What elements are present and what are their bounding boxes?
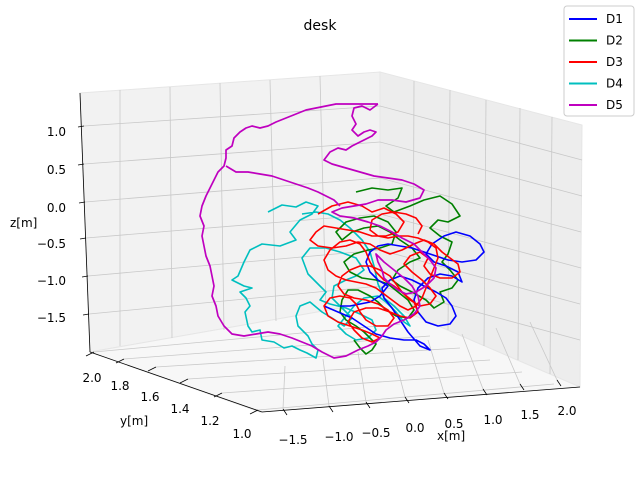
- y-tick-label: 1.6: [140, 390, 159, 404]
- z-grid-line: [83, 141, 381, 165]
- wall-grid-line: [483, 99, 487, 347]
- y-grid-line: [187, 359, 491, 380]
- z-tick-label: 0.5: [47, 163, 66, 177]
- x-grid-line: [357, 351, 367, 403]
- wall-grid-line: [549, 116, 553, 375]
- x-tick-mark: [282, 408, 288, 416]
- z-grid-line: [87, 249, 381, 277]
- legend-label: D3: [606, 55, 623, 69]
- z-grid-line: [84, 177, 381, 203]
- x-grid-line: [391, 346, 406, 398]
- legend-label: D1: [606, 12, 623, 26]
- z-grid-line: [83, 105, 381, 127]
- x-axis-line: [261, 386, 581, 413]
- z-tick-mark: [82, 313, 90, 316]
- chart-title: desk: [304, 18, 338, 34]
- z-tick-mark: [77, 163, 85, 166]
- wall-grid-line: [517, 107, 521, 361]
- z-tick-mark: [79, 237, 87, 240]
- y-grid-line: [257, 383, 555, 411]
- x-tick-mark: [443, 392, 449, 400]
- z-tick-mark: [81, 275, 89, 278]
- legend-box: [563, 5, 635, 117]
- x-tick-mark: [328, 405, 334, 413]
- y-tick-label: 1.4: [170, 402, 189, 416]
- wall-grid-line: [169, 86, 173, 339]
- x-tick-label: 0.0: [405, 421, 424, 435]
- z-tick-mark: [78, 201, 86, 204]
- x-tick-mark: [404, 396, 410, 404]
- x-tick-mark: [556, 379, 562, 387]
- y-tick-label: 1.0: [232, 427, 251, 441]
- trajectory-layer: [199, 103, 485, 359]
- y-tick-mark: [85, 351, 95, 357]
- wall-grid-line: [269, 79, 277, 322]
- legend-label: D2: [606, 34, 623, 48]
- z-axis-line: [79, 92, 91, 353]
- y-tick-mark: [179, 378, 189, 384]
- z-axis-label: z[m]: [10, 216, 37, 230]
- x-grid-line: [495, 327, 521, 385]
- legend-label: D4: [606, 77, 623, 91]
- z-tick-label: 0.0: [47, 201, 66, 215]
- series-d1-line: [323, 231, 485, 351]
- series-d2-line: [335, 187, 461, 355]
- z-grid-line: [88, 285, 381, 315]
- x-tick-mark: [519, 383, 525, 391]
- z-tick-mark: [77, 125, 85, 128]
- wall-grid-line: [412, 80, 415, 317]
- y-axis-label: y[m]: [120, 414, 148, 428]
- y-grid-line: [93, 323, 401, 353]
- x-tick-mark: [365, 401, 371, 409]
- wall-grid-line: [219, 82, 225, 331]
- y-tick-mark: [147, 366, 157, 372]
- y-grid-line: [155, 347, 461, 368]
- legend: D1 D2 D3 D4 D5: [563, 5, 635, 117]
- series-d5-line: [199, 103, 437, 359]
- z-tick-label: −0.5: [37, 237, 66, 251]
- tick-labels: −1.5 −1.0 −0.5 0.0 0.5 1.0 1.5 2.0 1.0 1.2 1.4 1.6 1…: [37, 125, 577, 447]
- legend-label: D5: [606, 98, 623, 112]
- z-tick-label: −1.0: [37, 274, 66, 288]
- z-grid-line: [85, 213, 381, 239]
- y-tick-label: 1.2: [200, 414, 219, 428]
- z-tick-label: −1.5: [37, 311, 66, 325]
- y-tick-mark: [213, 392, 223, 398]
- x-tick-label: 1.5: [520, 408, 539, 422]
- x-axis-label: x[m]: [437, 429, 465, 443]
- x-tick-mark: [482, 388, 488, 396]
- y-tick-mark: [249, 409, 259, 415]
- y-tick-mark: [115, 358, 125, 364]
- x-tick-label: 1.0: [483, 413, 502, 427]
- y-tick-label: 1.8: [110, 379, 129, 393]
- x-tick-label: −1.5: [278, 433, 307, 447]
- x-grid-line: [427, 339, 445, 394]
- x-tick-label: −1.0: [324, 430, 353, 444]
- x-tick-label: 0.5: [444, 417, 463, 431]
- x-grid-line: [529, 321, 558, 381]
- series-d3-line: [309, 201, 461, 343]
- y-grid-line: [221, 371, 523, 394]
- y-tick-label: 2.0: [82, 371, 101, 385]
- x-tick-label: 2.0: [557, 404, 576, 418]
- x-tick-label: −0.5: [361, 426, 390, 440]
- z-tick-label: 1.0: [47, 125, 66, 139]
- x-grid-line: [322, 358, 330, 407]
